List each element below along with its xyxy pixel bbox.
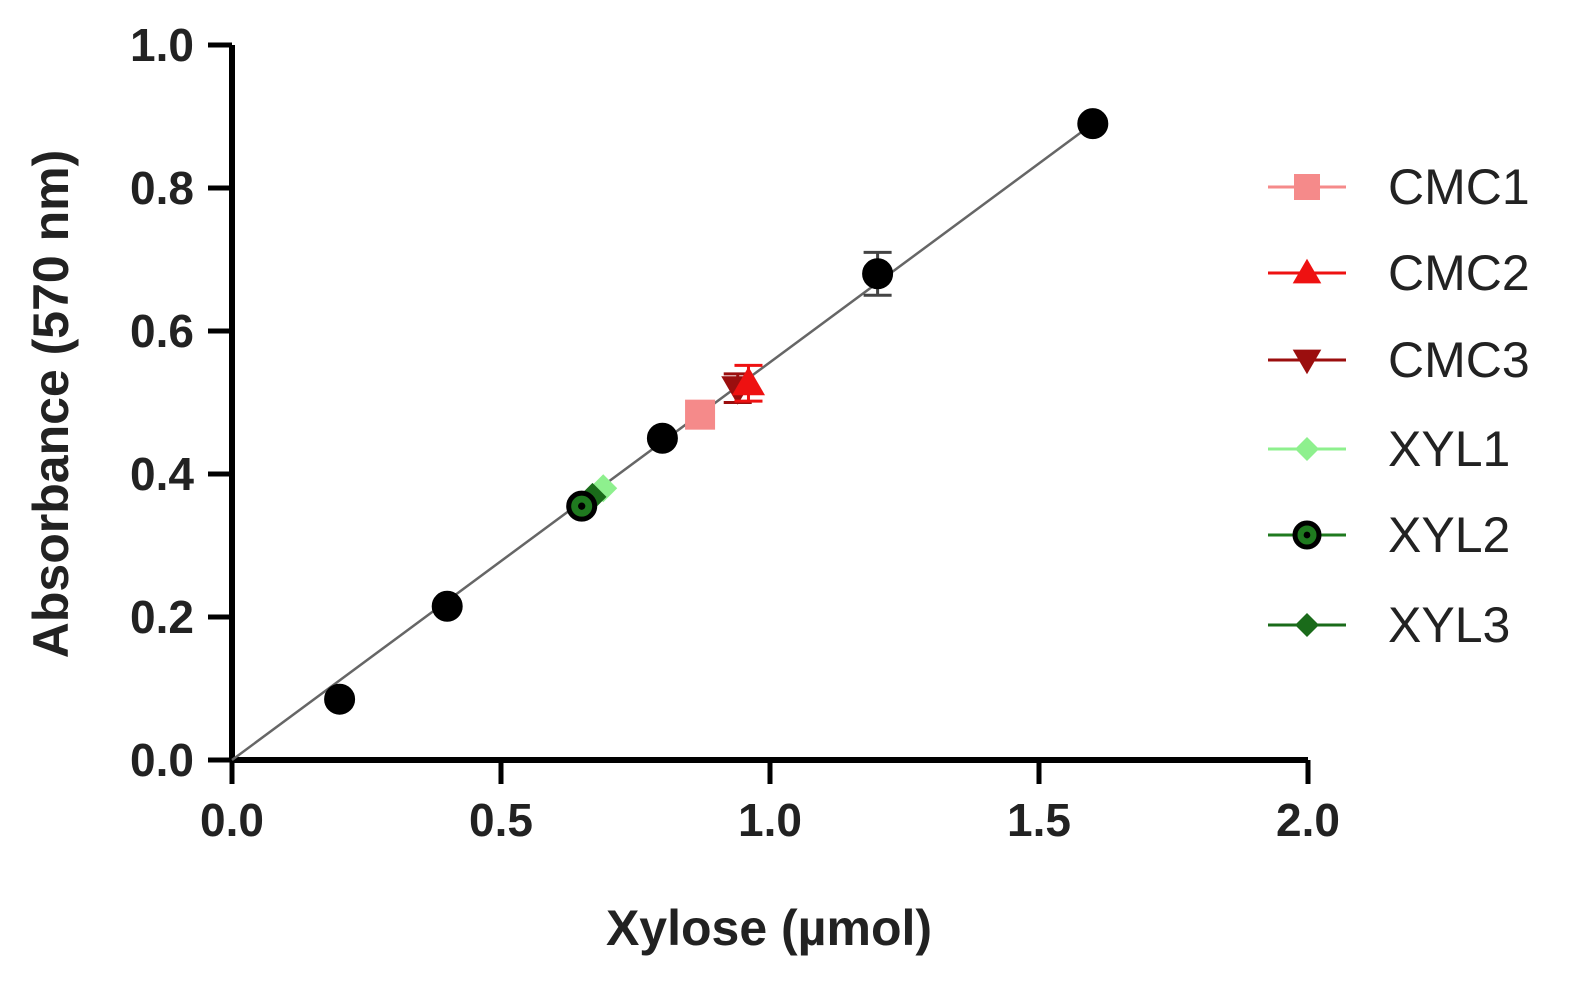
standard-point: [646, 422, 678, 454]
legend-label: XYL3: [1388, 597, 1510, 653]
y-tick-label: 0.6: [130, 305, 194, 357]
legend-item-cmc1: CMC1: [1268, 159, 1530, 215]
x-tick-label: 0.5: [469, 794, 533, 846]
legend-item-cmc2: CMC2: [1268, 245, 1530, 301]
legend-label: CMC1: [1388, 159, 1530, 215]
legend-label: XYL1: [1388, 421, 1510, 477]
legend-marker: [1295, 613, 1319, 637]
x-tick-label: 1.0: [738, 794, 802, 846]
legend-label: XYL2: [1388, 507, 1510, 563]
legend-marker: [1294, 174, 1320, 200]
legend-item-xyl2: XYL2: [1268, 507, 1510, 563]
x-axis-title: Xylose (µmol): [606, 900, 932, 956]
x-tick-label: 2.0: [1276, 794, 1340, 846]
standard-point: [862, 258, 894, 290]
series-point-cmc1: [685, 399, 716, 430]
series-point-cmc2: [731, 366, 765, 396]
legend-item-xyl3: XYL3: [1268, 597, 1510, 653]
standard-point: [324, 683, 356, 715]
legend-marker: [1292, 520, 1322, 550]
y-tick-label: 0.0: [130, 734, 194, 786]
standard-point: [431, 590, 463, 622]
legend-label: CMC3: [1388, 332, 1530, 388]
y-tick-label: 0.8: [130, 162, 194, 214]
legend-marker: [1292, 349, 1322, 375]
x-tick-label: 0.0: [200, 794, 264, 846]
series-point-xyl2: [566, 490, 598, 522]
legend-item-xyl1: XYL1: [1268, 421, 1510, 477]
data-points: [324, 108, 1109, 715]
x-tick-label: 1.5: [1007, 794, 1071, 846]
legend: CMC1 CMC2 CMC3 XYL1 XYL2 XYL3: [1268, 159, 1530, 653]
y-tick-label: 1.0: [130, 19, 194, 71]
y-tick-label: 0.4: [130, 448, 194, 500]
axes: 0.0 0.5 1.0 1.5 2.0 0.0 0.2 0.4 0.6 0.8 1.0: [130, 19, 1340, 846]
legend-item-cmc3: CMC3: [1268, 332, 1530, 388]
y-tick-label: 0.2: [130, 591, 194, 643]
y-axis-title: Absorbance (570 nm): [23, 150, 79, 658]
legend-marker: [1295, 437, 1319, 461]
legend-marker: [1292, 258, 1322, 284]
standard-point: [1077, 108, 1109, 140]
legend-label: CMC2: [1388, 245, 1530, 301]
